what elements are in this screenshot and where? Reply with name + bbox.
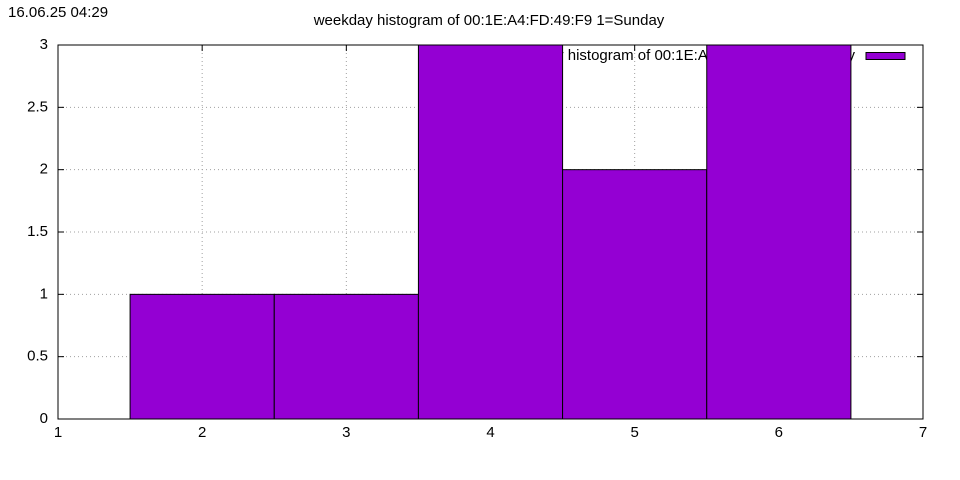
y-tick-label: 0 <box>40 410 48 427</box>
x-tick-label: 3 <box>342 424 350 441</box>
timestamp: 16.06.25 04:29 <box>8 4 108 21</box>
bar <box>273 293 419 420</box>
y-tick-label: 1 <box>40 285 48 302</box>
plot-border <box>57 44 924 420</box>
x-tick-label: 6 <box>775 424 783 441</box>
x-tick-label: 4 <box>486 424 494 441</box>
y-tick-label: 1.5 <box>27 223 48 240</box>
y-tick-label: 2 <box>40 161 48 178</box>
y-tick-label: 3 <box>40 36 48 53</box>
y-tick-label: 0.5 <box>27 348 48 365</box>
y-tick-label: 2.5 <box>27 98 48 115</box>
bar <box>562 169 708 420</box>
bar <box>706 44 852 420</box>
bar <box>129 293 275 420</box>
x-tick-label: 5 <box>630 424 638 441</box>
chart-title: weekday histogram of 00:1E:A4:FD:49:F9 1… <box>313 12 665 29</box>
x-tick-label: 7 <box>919 424 927 441</box>
x-tick-label: 2 <box>198 424 206 441</box>
legend-swatch <box>865 52 906 60</box>
bar <box>417 44 564 420</box>
x-tick-label: 1 <box>54 424 62 441</box>
